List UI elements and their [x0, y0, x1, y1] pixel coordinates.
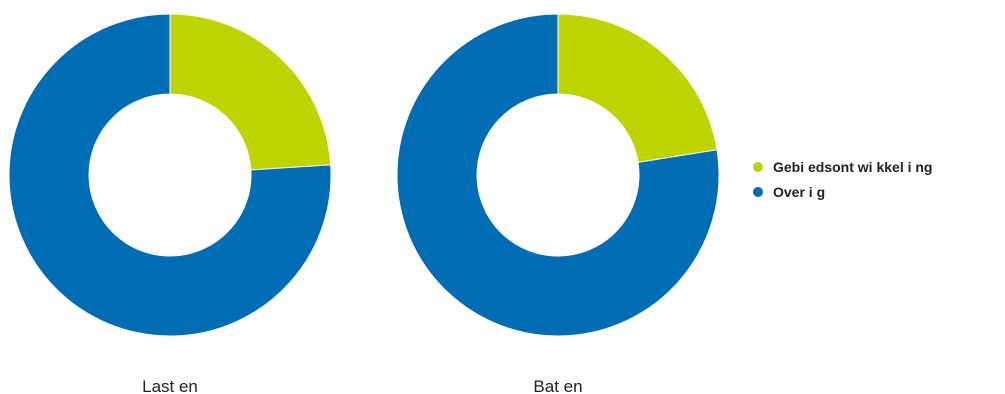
chart-label-lasten: Last en [142, 377, 198, 394]
donut-chart-lasten: Last en [8, 13, 332, 394]
legend-item-gebiedsontwikkeling: Gebi edsont wi kkel i ng [753, 159, 932, 175]
legend-label-gebiedsontwikkeling: Gebi edsont wi kkel i ng [773, 159, 932, 175]
slice-lasten-overig [8, 13, 332, 337]
legend-swatch-overig [753, 187, 763, 197]
slice-baten-overig [396, 13, 720, 337]
legend-label-overig: Over i g [773, 184, 825, 200]
legend: Gebi edsont wi kkel i ng Over i g [753, 159, 932, 200]
legend-swatch-gebiedsontwikkeling [753, 162, 763, 172]
donut-chart-baten: Bat en [396, 13, 720, 394]
slice-baten-gebiedsontwikkeling [557, 13, 718, 163]
chart-label-baten: Bat en [533, 377, 582, 394]
slice-lasten-gebiedsontwikkeling [169, 13, 332, 171]
legend-item-overig: Over i g [753, 184, 825, 200]
